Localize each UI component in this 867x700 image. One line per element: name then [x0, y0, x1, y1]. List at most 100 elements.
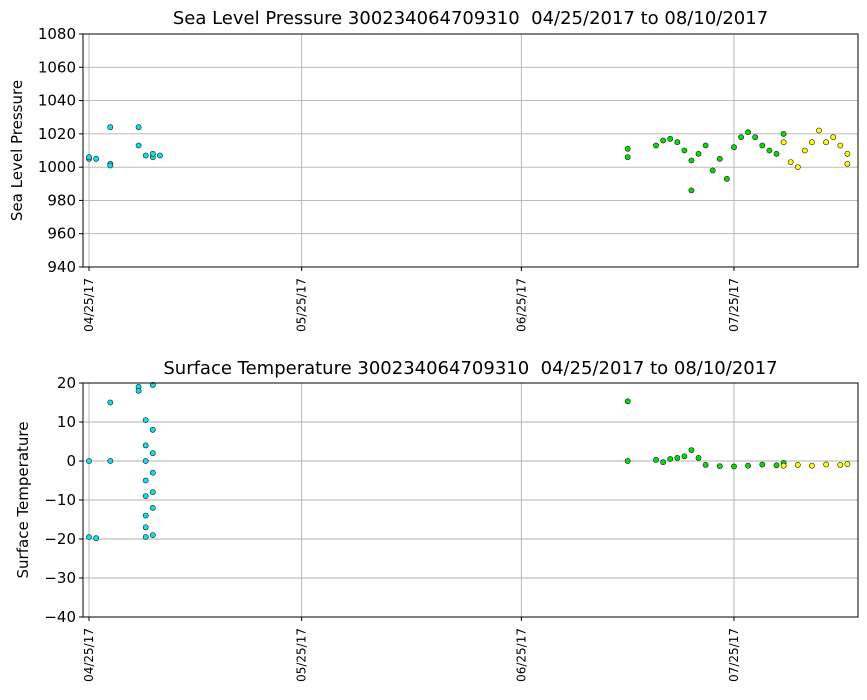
data-point: [142, 477, 149, 484]
data-point: [823, 139, 829, 146]
data-point: [794, 461, 801, 468]
data-point: [93, 155, 99, 162]
data-point: [780, 130, 787, 137]
data-point: [766, 147, 773, 154]
data-point: [674, 454, 681, 461]
series-1: [624, 398, 787, 470]
data-point: [837, 461, 844, 468]
data-point: [86, 534, 92, 540]
y-tick-label: −40: [44, 608, 76, 626]
series-0: [86, 124, 163, 169]
data-point: [837, 142, 844, 149]
data-point: [624, 154, 631, 161]
data-point: [674, 139, 681, 146]
data-point: [667, 456, 674, 462]
data-point: [149, 450, 156, 457]
x-tick-label: 04/25/17: [82, 628, 96, 682]
data-point: [86, 154, 92, 161]
x-tick-label: 07/25/17: [727, 628, 741, 682]
data-point: [135, 142, 142, 149]
data-point: [86, 458, 92, 464]
y-tick-label: 980: [47, 191, 76, 209]
data-point: [780, 139, 787, 146]
y-tick-label: −20: [44, 530, 76, 548]
y-tick-label: 10: [57, 413, 76, 431]
data-point: [142, 512, 149, 519]
series-1: [624, 129, 787, 194]
x-tick-label: 05/25/17: [295, 628, 309, 682]
data-point: [681, 147, 688, 154]
plot-frame: [82, 33, 859, 268]
y-tick-label: −10: [44, 491, 76, 509]
x-tick-label: 06/25/17: [514, 628, 528, 682]
y-tick-label: 960: [47, 225, 76, 243]
data-point: [107, 124, 114, 131]
data-point: [688, 447, 695, 453]
data-point: [681, 453, 688, 460]
data-point: [660, 137, 666, 144]
x-tick-label: 05/25/17: [295, 278, 309, 332]
data-point: [142, 524, 149, 531]
data-point: [809, 139, 815, 146]
data-point: [731, 463, 737, 470]
data-point: [624, 458, 631, 464]
data-point: [773, 150, 780, 157]
data-point: [653, 456, 659, 463]
x-tick-label: 04/25/17: [82, 278, 96, 332]
y-tick-label: 20: [57, 374, 76, 392]
y-axis-label: Sea Level Pressure: [8, 80, 26, 221]
data-point: [695, 454, 702, 461]
data-point: [624, 145, 631, 152]
y-tick-label: −30: [44, 569, 76, 587]
data-point: [624, 398, 631, 405]
series-2: [780, 127, 851, 170]
data-point: [716, 463, 723, 469]
data-point: [107, 399, 114, 406]
data-point: [773, 462, 780, 469]
data-point: [142, 534, 149, 540]
data-point: [709, 167, 716, 174]
data-point: [688, 157, 695, 164]
data-point: [759, 461, 766, 468]
data-point: [738, 134, 744, 141]
data-point: [149, 489, 156, 496]
data-point: [752, 134, 759, 141]
data-point: [142, 458, 149, 464]
x-tick-label: 06/25/17: [514, 278, 528, 332]
data-point: [844, 150, 851, 157]
data-point: [844, 160, 851, 167]
data-point: [724, 175, 730, 182]
data-point: [149, 381, 156, 388]
data-point: [142, 442, 149, 449]
data-point: [135, 124, 142, 131]
series-2: [780, 461, 851, 469]
data-point: [149, 426, 156, 433]
x-tick-label: 07/25/17: [727, 278, 741, 332]
data-point: [745, 129, 751, 136]
data-point: [809, 462, 815, 469]
data-point: [787, 159, 794, 165]
chart-panel-1: 20 10 0 −10 −20 −30 −40 04/25/17 05/25/17 06/25/1…: [14, 358, 859, 682]
chart-title: Surface Temperature 300234064709310 04/2…: [163, 358, 777, 379]
data-point: [716, 155, 723, 162]
data-point: [780, 462, 787, 469]
data-point: [702, 142, 709, 149]
data-point: [93, 535, 99, 542]
data-point: [660, 459, 666, 466]
data-point: [653, 142, 659, 149]
data-point: [149, 150, 156, 157]
data-point: [731, 144, 737, 151]
data-point: [156, 152, 163, 159]
data-point: [688, 187, 695, 194]
data-point: [142, 417, 149, 423]
series-0: [86, 381, 156, 542]
data-point: [830, 134, 837, 141]
data-point: [844, 461, 851, 467]
y-tick-label: 1020: [38, 125, 76, 143]
data-point: [823, 461, 829, 468]
data-point: [149, 532, 156, 538]
data-point: [149, 469, 156, 476]
data-point: [142, 493, 149, 499]
data-point: [816, 127, 822, 134]
y-tick-label: 0: [66, 452, 76, 470]
